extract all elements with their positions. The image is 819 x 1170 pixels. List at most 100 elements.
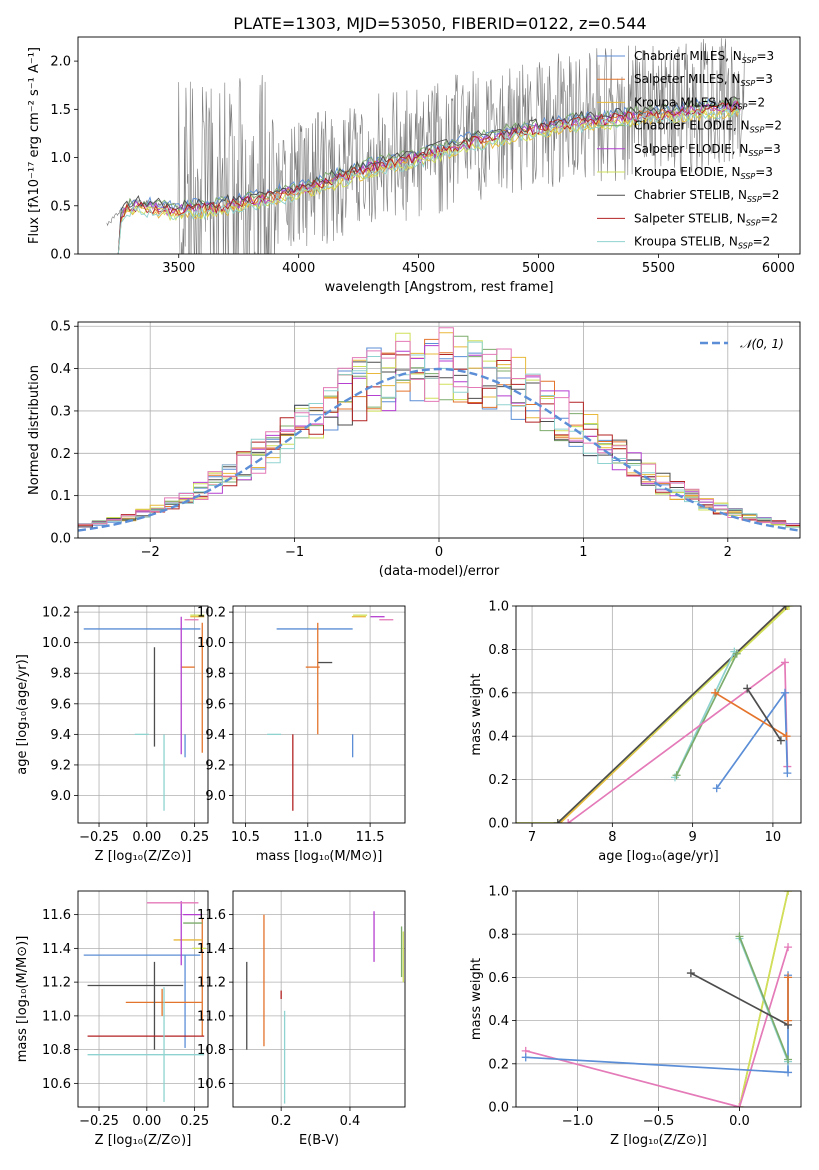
- age_vs_Z-plot-area: [83, 614, 205, 811]
- mass_vs_Z-xtick-label: 0.25: [180, 1114, 209, 1129]
- spectrum-ytick-label: 0.0: [50, 248, 71, 263]
- age_vs_Z-ytick-label: 9.2: [50, 758, 71, 773]
- mass_vs_EBV-plot-area: [246, 911, 404, 1104]
- legend-nssp-equals: =: [753, 235, 763, 249]
- mass_vs_EBV-panel: 0.2 0.4 10.6 10.8 11.0 11.2 11.4 11.6 E(B-V): [197, 890, 406, 1148]
- spectrum-panel: 3500 4000 4500 5000 5500 6000 0.0 0.5 1.0 1.5 2.0 w…: [27, 36, 801, 295]
- mass_vs_Z-xtick-label: −0.25: [79, 1114, 119, 1129]
- plus-marker: [743, 684, 752, 693]
- age_vs_Z-xlabel: Z [log₁₀(Z/Z⊙)]: [95, 849, 192, 864]
- legend-nssp-equals: =: [763, 142, 773, 156]
- mass_vs_Z-xtick-label: 0.00: [132, 1114, 161, 1129]
- plus-marker: [735, 1103, 744, 1107]
- legend-nssp-subscript: SSP: [738, 242, 753, 251]
- legend-nssp-subscript: SSP: [733, 102, 748, 111]
- massweight_vs_Z-xtick-label: −1.0: [562, 1114, 594, 1129]
- spectrum-xtick-label: 4000: [282, 261, 315, 276]
- residuals-frame: [77, 321, 801, 539]
- age_vs_mass-xtick-label: 11.5: [356, 830, 385, 845]
- data-point: [87, 961, 184, 1050]
- mass_vs_EBV-xlabel: E(B-V): [299, 1133, 339, 1148]
- spectrum-model-line: [106, 107, 741, 254]
- mass-weight-line: [525, 975, 789, 1074]
- age_vs_Z-xtick-label: −0.25: [79, 830, 119, 845]
- legend-nssp-equals: =: [760, 211, 770, 225]
- spectrum-xtick-label: 3500: [162, 261, 195, 276]
- age_vs_mass-xlabel: mass [log₁₀(M/M⊙)]: [256, 849, 383, 864]
- spectrum-xtick-label: 5000: [522, 261, 555, 276]
- spectrum-xtick-label: 6000: [762, 261, 795, 276]
- age_vs_mass-xtick-label: 11.0: [293, 830, 322, 845]
- residuals-xlabel: (data-model)/error: [379, 564, 500, 579]
- age_vs_Z-ytick-label: 10.0: [42, 636, 71, 651]
- plus-marker: [784, 891, 793, 895]
- massweight_vs_Z-ytick-label: 0.6: [488, 971, 509, 986]
- spectrum-model-line: [106, 100, 741, 254]
- plus-marker: [784, 606, 793, 610]
- massweight_vs_Z-xlabel: Z [log₁₀(Z/Z⊙)]: [610, 1133, 707, 1148]
- plus-marker: [686, 969, 695, 978]
- plus-marker: [781, 606, 790, 610]
- plus-marker: [780, 658, 789, 667]
- residuals-ytick-label: 0.2: [50, 447, 71, 462]
- massweight_vs_age-xtick-label: 9: [688, 830, 696, 845]
- age_vs_mass-xtick-label: 10.5: [231, 830, 260, 845]
- mass_vs_EBV-frame: [232, 890, 406, 1108]
- massweight_vs_age-ytick-label: 0.6: [488, 686, 509, 701]
- massweight_vs_age-ytick-label: 0.0: [488, 817, 509, 832]
- mass_vs_EBV-xtick-label: 0.2: [271, 1114, 292, 1129]
- mass_vs_Z-ytick-label: 10.6: [42, 1077, 71, 1092]
- legend-entry: Chabrier STELIB, NSSP=2: [634, 188, 779, 204]
- massweight_vs_age-xtick-label: 7: [528, 830, 536, 845]
- plus-marker: [564, 819, 573, 823]
- legend-series-name: Kroupa ELODIE: [634, 165, 724, 179]
- massweight_vs_age-ytick-label: 0.8: [488, 643, 509, 658]
- mass-weight-line: [516, 606, 790, 823]
- legend-nssp-value: 2: [763, 235, 771, 249]
- spectrum-ytick-label: 2.0: [50, 55, 71, 70]
- legend-nssp-subscript: SSP: [748, 149, 763, 158]
- age_vs_mass-ytick-label: 10.2: [197, 606, 226, 621]
- age_vs_Z-ytick-label: 10.2: [42, 606, 71, 621]
- residuals-xtick-label: −1: [285, 545, 304, 560]
- mass_vs_Z-panel: −0.25 0.00 0.25 10.6 10.8 11.0 11.2 11.4 11.6 Z […: [15, 890, 209, 1148]
- legend-series-name: Kroupa STELIB: [634, 235, 721, 249]
- age_vs_Z-frame: [77, 605, 209, 824]
- spectrum-ylabel: Flux [fλ10⁻¹⁷ erg cm⁻² s⁻¹ A⁻¹]: [27, 47, 42, 244]
- mass_vs_Z-ytick-label: 11.4: [42, 942, 71, 957]
- spectrum-xtick-label: 4500: [402, 261, 435, 276]
- legend-nssp-prefix: , N: [716, 95, 733, 109]
- residuals-legend: 𝒩(0, 1): [700, 337, 784, 351]
- mass_vs_Z-ylabel: mass [log₁₀(M/M⊙)]: [15, 936, 30, 1063]
- legend-nssp-equals: =: [756, 49, 766, 63]
- age_vs_Z-ytick-label: 9.4: [50, 728, 71, 743]
- massweight_vs_Z-ytick-label: 0.8: [488, 928, 509, 943]
- mass-weight-line: [746, 688, 782, 741]
- plus-marker: [784, 1016, 793, 1025]
- plus-marker: [784, 1055, 793, 1064]
- plus-marker: [732, 649, 741, 658]
- legend-entry: Salpeter MILES, NSSP=3: [634, 72, 773, 88]
- mass-weight-line: [557, 606, 787, 823]
- legend-nssp-value: 2: [757, 95, 765, 109]
- mass_vs_Z-ytick-label: 11.2: [42, 976, 71, 991]
- massweight_vs_Z-frame: [515, 890, 802, 1108]
- mass-weight-line: [738, 936, 789, 1060]
- legend-nssp-value: 3: [765, 165, 773, 179]
- massweight_vs_Z-ytick-label: 0.2: [488, 1057, 509, 1072]
- mass-weight-line: [675, 653, 738, 776]
- age_vs_Z-panel: −0.25 0.00 0.25 9.0 9.2 9.4 9.6 9.8 10.0 10.2 Z [l…: [15, 605, 209, 864]
- legend-nssp-equals: =: [762, 188, 772, 202]
- massweight_vs_age-ytick-label: 1.0: [488, 600, 509, 615]
- spectrum-ytick-label: 0.5: [50, 199, 71, 214]
- plus-marker: [712, 784, 721, 793]
- mass-weight-line: [567, 660, 789, 823]
- legend-nssp-equals: =: [747, 95, 757, 109]
- residual-histogram-step: [78, 327, 800, 525]
- legend-nssp-equals: =: [755, 165, 765, 179]
- mass-weight-line: [714, 692, 787, 737]
- age_vs_mass-panel: 10.5 11.0 11.5 9.0 9.2 9.4 9.6 9.8 10.0 10.2 mass …: [197, 605, 406, 864]
- age_vs_Z-ytick-label: 9.0: [50, 789, 71, 804]
